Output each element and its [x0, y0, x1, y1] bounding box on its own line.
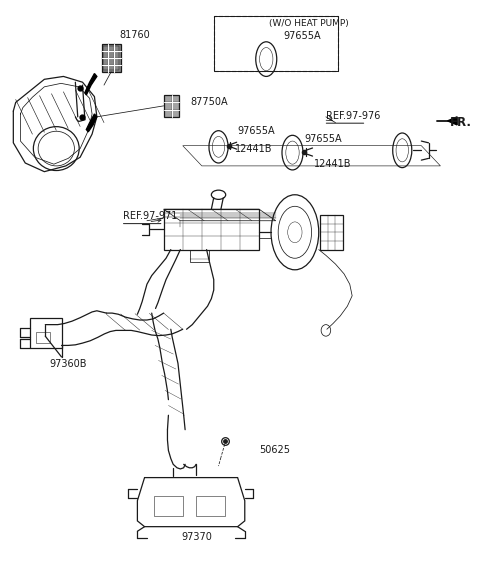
Bar	[171, 102, 180, 110]
Text: 12441B: 12441B	[314, 159, 351, 169]
Bar	[102, 58, 108, 65]
Text: 97655A: 97655A	[283, 31, 321, 41]
Bar	[164, 95, 171, 102]
Polygon shape	[85, 74, 97, 95]
Bar	[214, 16, 338, 71]
Polygon shape	[86, 114, 97, 132]
Bar	[164, 95, 180, 117]
Bar	[30, 318, 62, 348]
Bar	[102, 51, 108, 58]
Bar	[114, 51, 120, 58]
Text: 12441B: 12441B	[235, 144, 273, 154]
Bar	[108, 65, 114, 72]
Text: 87750A: 87750A	[190, 97, 228, 107]
Bar	[154, 496, 183, 516]
Bar	[36, 332, 50, 343]
Bar	[102, 65, 108, 72]
Bar	[102, 44, 120, 72]
Bar	[102, 44, 108, 51]
Text: (W/O HEAT PUMP): (W/O HEAT PUMP)	[269, 19, 349, 28]
Polygon shape	[447, 117, 457, 125]
Bar	[103, 46, 119, 70]
Bar	[196, 496, 225, 516]
Bar	[114, 44, 120, 51]
Bar	[114, 65, 120, 72]
Bar	[171, 110, 180, 117]
Bar	[108, 51, 114, 58]
Text: 97655A: 97655A	[238, 126, 275, 136]
Text: 81760: 81760	[120, 30, 150, 40]
Bar	[164, 110, 171, 117]
Bar	[108, 44, 114, 51]
Bar	[164, 102, 171, 110]
Bar	[320, 215, 343, 249]
Bar	[164, 209, 259, 249]
Bar	[108, 58, 114, 65]
Text: 97370: 97370	[181, 532, 213, 542]
Bar	[171, 95, 180, 102]
Text: REF.97-971: REF.97-971	[123, 211, 178, 221]
Bar	[114, 58, 120, 65]
Text: FR.: FR.	[450, 116, 472, 129]
Text: 50625: 50625	[259, 445, 290, 455]
Text: 97360B: 97360B	[49, 359, 86, 369]
Text: 97655A: 97655A	[304, 134, 342, 144]
Bar	[190, 249, 209, 262]
Bar	[214, 16, 338, 71]
Text: REF.97-976: REF.97-976	[326, 111, 380, 121]
